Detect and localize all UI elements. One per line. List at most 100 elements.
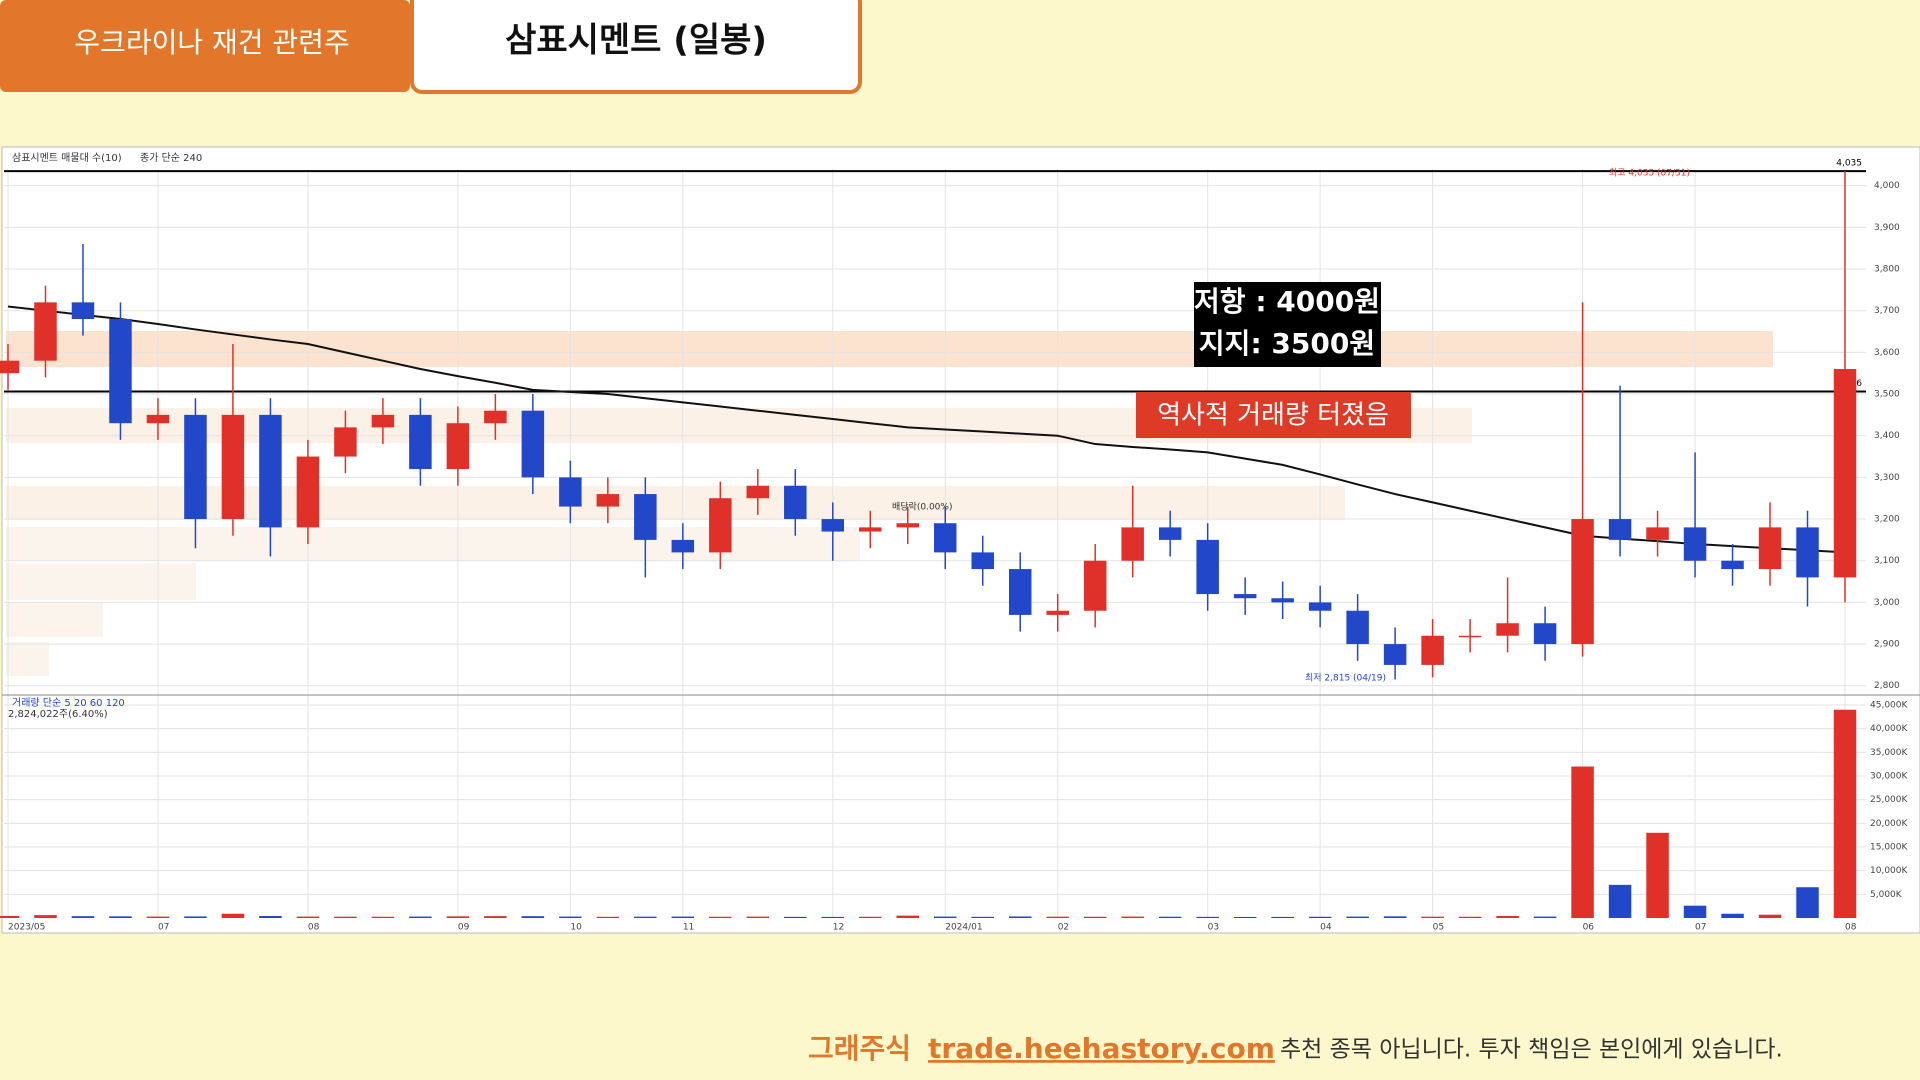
volume-bar xyxy=(221,913,245,918)
volume-bar xyxy=(746,916,770,918)
candle-body xyxy=(1308,602,1332,611)
x-tick-label: 2023/05 xyxy=(8,923,45,933)
y-tick-label: 3,500 xyxy=(1874,390,1900,400)
x-tick-label: 04 xyxy=(1320,923,1332,933)
zone xyxy=(6,486,1345,520)
url[interactable]: trade.heehastory.com xyxy=(928,1032,1275,1065)
volume-bar xyxy=(296,916,320,918)
volume-bar xyxy=(334,916,357,918)
volume-bar xyxy=(0,916,20,918)
volume-bar xyxy=(371,916,395,918)
candle-body xyxy=(296,456,320,528)
volume-bar xyxy=(1308,916,1332,918)
volume-bar xyxy=(484,916,507,918)
volume-bar xyxy=(1383,916,1407,918)
x-tick-label: 05 xyxy=(1433,923,1444,933)
x-tick-label: 12 xyxy=(833,923,844,933)
volume-bar xyxy=(1046,916,1069,918)
disclaimer: 추천 종목 아닙니다. 투자 책임은 본인에게 있습니다. xyxy=(1280,1037,1783,1063)
zone xyxy=(6,642,49,676)
volume-bar xyxy=(1496,916,1519,918)
candle-body xyxy=(1271,598,1294,603)
volume-bar xyxy=(933,916,957,918)
candle-body xyxy=(971,552,994,570)
x-tick-label: 07 xyxy=(158,923,169,933)
y-tick-label: 3,900 xyxy=(1874,223,1900,233)
x-tick-label: 08 xyxy=(308,923,320,933)
candle-body xyxy=(896,523,920,528)
x-tick-label: 09 xyxy=(458,923,470,933)
candle-body xyxy=(1683,527,1707,561)
volume-bar xyxy=(784,916,807,918)
candle-body xyxy=(484,410,507,424)
volume-bar xyxy=(1796,887,1819,918)
candle-body xyxy=(409,414,432,470)
x-tick-label: 06 xyxy=(1583,923,1595,933)
candle-body xyxy=(34,302,57,361)
volume-bar xyxy=(859,916,882,918)
volume-bar xyxy=(109,916,132,918)
candle-body xyxy=(1158,527,1182,540)
candle-body xyxy=(1083,560,1107,611)
volume-bar xyxy=(1346,916,1369,918)
title: 삼표시멘트 (일봉) xyxy=(505,21,767,61)
y-tick-label: 3,100 xyxy=(1874,556,1900,566)
zone xyxy=(6,602,103,637)
candle-body xyxy=(1833,369,1857,578)
candle-body xyxy=(634,494,657,540)
candle-body xyxy=(1758,527,1782,570)
candle-body xyxy=(1721,560,1744,570)
candle-body xyxy=(596,494,620,507)
volume-subtitle: 2,824,022주(6.40%) xyxy=(8,709,108,720)
level-label: 4,035 xyxy=(1836,159,1862,169)
candle-body xyxy=(109,319,132,424)
y-tick-label: 3,000 xyxy=(1874,598,1900,608)
zone xyxy=(6,527,860,561)
volume-note-box xyxy=(1136,392,1411,438)
ma-legend: 종가 단순 240 xyxy=(140,152,202,164)
levels-box xyxy=(1194,282,1381,367)
zone xyxy=(6,331,1773,367)
x-tick-label: 03 xyxy=(1208,923,1219,933)
resistance-note: 저항 : 4000원 xyxy=(1194,285,1380,318)
volume-bar xyxy=(1533,916,1557,918)
y-tick-label: 10,000K xyxy=(1870,866,1908,876)
candle-body xyxy=(1046,610,1069,615)
candle-body xyxy=(1421,635,1444,665)
y-tick-label: 3,200 xyxy=(1874,515,1900,525)
high-note: 최고 4,035 (07/31) xyxy=(1609,168,1690,179)
candle-body xyxy=(1458,635,1482,638)
volume-bar xyxy=(1646,832,1669,918)
zone xyxy=(6,563,196,600)
candle-body xyxy=(1233,594,1257,599)
y-tick-label: 3,800 xyxy=(1874,265,1900,275)
candle-body xyxy=(559,477,582,507)
candle-body xyxy=(71,302,95,320)
volume-bar xyxy=(71,916,95,918)
tag-box xyxy=(0,0,410,92)
low-note: 최저 2,815 (04/19) xyxy=(1305,673,1386,684)
y-tick-label: 4,000 xyxy=(1874,181,1900,191)
volume-bar xyxy=(1571,766,1594,918)
candle-body xyxy=(784,485,807,520)
volume-bar xyxy=(146,916,170,918)
volume-bar xyxy=(1833,709,1857,918)
y-tick-label: 2,900 xyxy=(1874,640,1900,650)
y-tick-label: 40,000K xyxy=(1870,724,1908,734)
y-tick-label: 5,000K xyxy=(1870,890,1903,900)
volume-bar xyxy=(1683,905,1707,918)
candle-body xyxy=(821,519,845,532)
volume-bar xyxy=(1083,916,1107,918)
dividend-note: 배당락(0.00%) xyxy=(892,501,952,513)
volume-bar xyxy=(1158,916,1182,918)
moving-average xyxy=(7,305,1846,554)
volume-bar xyxy=(446,916,470,918)
candle-body xyxy=(371,414,395,428)
candle-body xyxy=(1196,539,1219,595)
volume-bar xyxy=(1121,916,1144,918)
candle-body xyxy=(1646,527,1669,540)
volume-bar xyxy=(896,915,920,918)
support-note: 지지: 3500원 xyxy=(1199,327,1375,360)
candle-body xyxy=(933,523,957,553)
